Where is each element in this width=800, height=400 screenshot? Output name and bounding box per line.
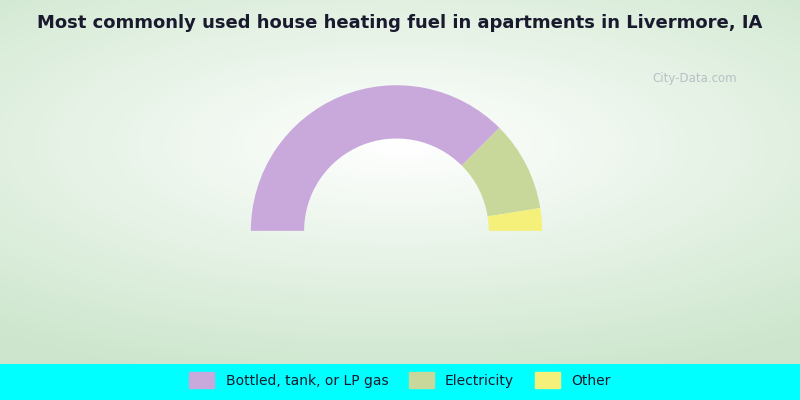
- Wedge shape: [462, 128, 540, 216]
- Wedge shape: [251, 85, 499, 231]
- Legend: Bottled, tank, or LP gas, Electricity, Other: Bottled, tank, or LP gas, Electricity, O…: [184, 366, 616, 394]
- Text: City-Data.com: City-Data.com: [652, 72, 737, 85]
- Text: Most commonly used house heating fuel in apartments in Livermore, IA: Most commonly used house heating fuel in…: [38, 14, 762, 32]
- Wedge shape: [488, 208, 542, 231]
